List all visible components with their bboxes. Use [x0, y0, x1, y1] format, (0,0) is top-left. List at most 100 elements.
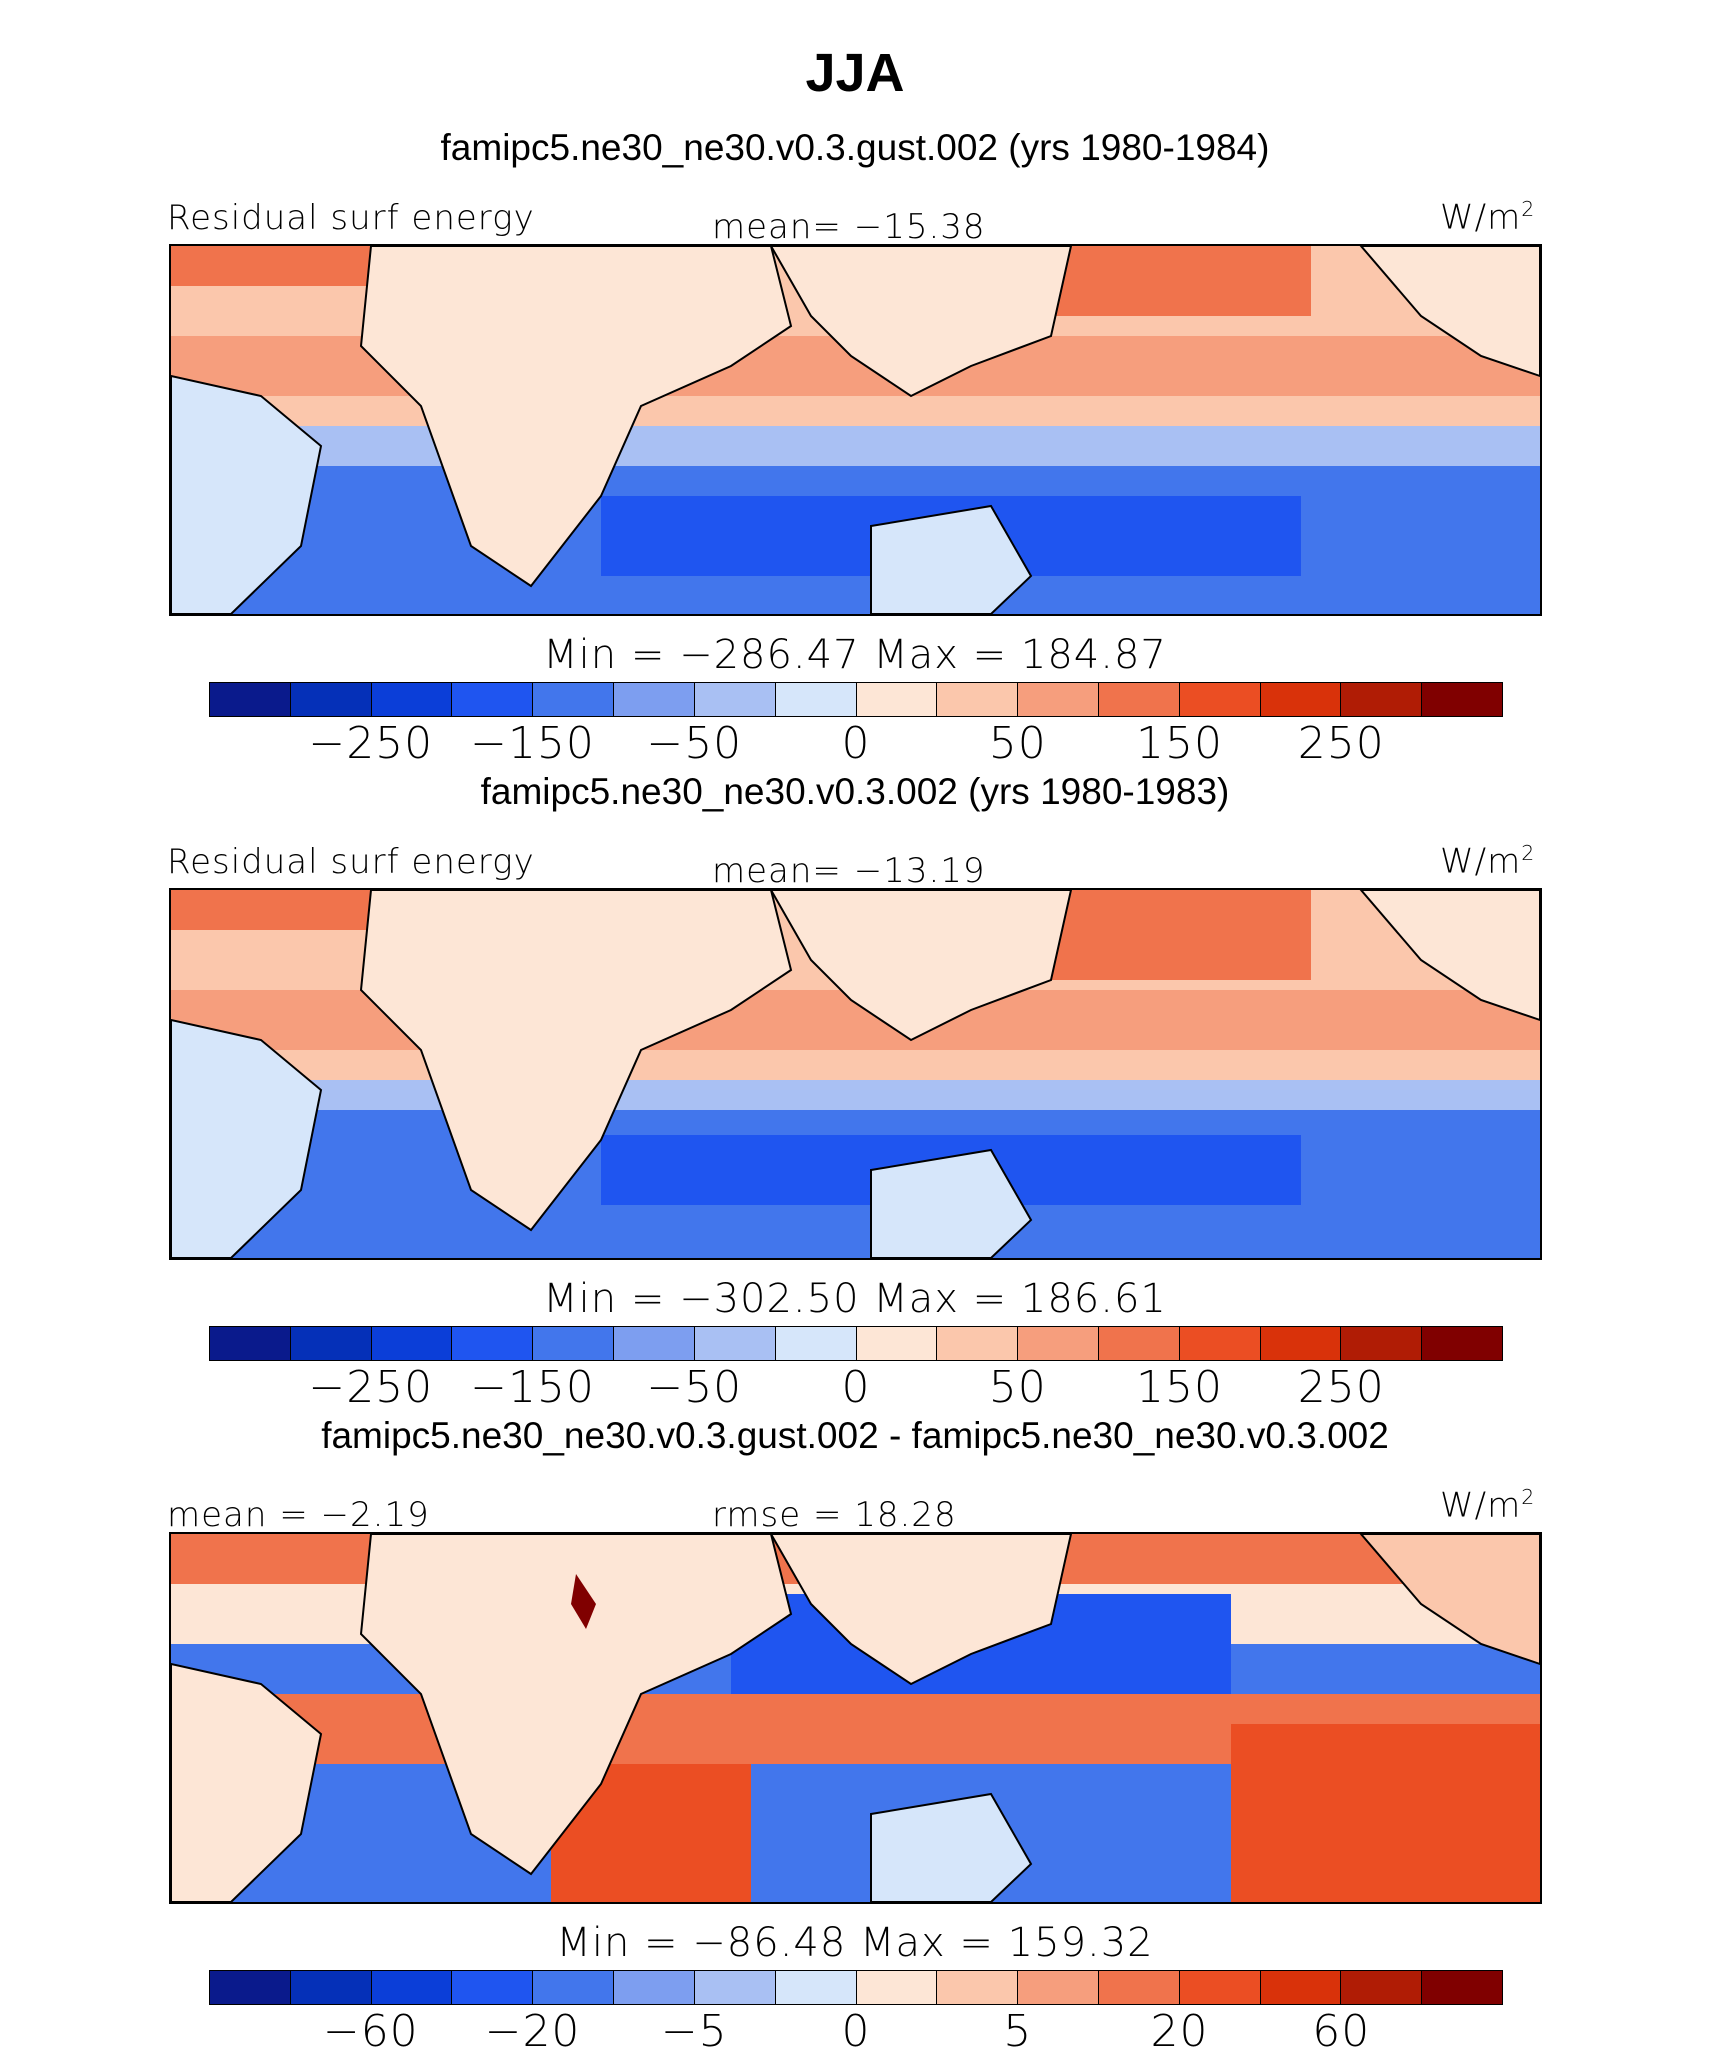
colorbar-tick-label: 150	[1136, 718, 1223, 769]
panel-title: famipc5.ne30_ne30.v0.3.gust.002 (yrs 198…	[440, 127, 1270, 168]
colorbar-swatch	[210, 1971, 291, 2004]
colorbar-swatch	[533, 683, 615, 716]
colorbar-tick-label: −20	[484, 2006, 581, 2057]
colorbar-tick-label: 250	[1297, 1362, 1385, 1413]
units-label: W/m2	[1440, 1485, 1536, 1526]
colorbar-tick-label: 20	[1150, 2006, 1209, 2057]
map-panel-2	[169, 888, 1542, 1260]
colorbar-swatch	[937, 1327, 1019, 1360]
panel-left-label: mean = −2.19	[167, 1495, 430, 1535]
colorbar-1	[209, 682, 1503, 717]
land-asia	[769, 246, 1073, 398]
colorbar-tick-label: −150	[470, 718, 595, 769]
colorbar-swatch	[937, 1971, 1019, 2004]
panel-title: famipc5.ne30_ne30.v0.3.002 (yrs 1980-198…	[480, 771, 1230, 812]
colorbar-swatch	[371, 683, 453, 716]
colorbar-swatch	[1098, 1327, 1180, 1360]
units-label: W/m2	[1440, 841, 1536, 882]
colorbar-swatch	[614, 683, 695, 716]
colorbar-tick-label: −5	[660, 2006, 728, 2057]
colorbar-swatch	[775, 683, 857, 716]
colorbar-swatch	[290, 683, 372, 716]
panel-mean-label: mean= −13.19	[712, 851, 986, 891]
colorbar-3	[209, 1970, 1503, 2005]
main-title: JJA	[805, 43, 905, 103]
colorbar-swatch	[371, 1971, 453, 2004]
colorbar-tick-label: 0	[841, 2006, 871, 2057]
land-australia	[870, 1148, 1033, 1258]
colorbar-swatch	[694, 1327, 776, 1360]
panel-left-label: Residual surf energy	[167, 842, 535, 882]
colorbar-swatch	[1422, 1971, 1502, 2004]
diff-patch-pacific	[1231, 1724, 1540, 1902]
colorbar-swatch	[1098, 1971, 1180, 2004]
colorbar-2	[209, 1326, 1503, 1361]
colorbar-swatch	[1018, 1971, 1099, 2004]
colorbar-swatch	[694, 1971, 776, 2004]
land-north-america	[1359, 1534, 1540, 1666]
minmax-label: Min = −286.47 Max = 184.87	[543, 632, 1167, 678]
colorbar-swatch	[290, 1327, 372, 1360]
colorbar-swatch	[856, 1971, 938, 2004]
panel-mean-label: mean= −15.38	[712, 207, 986, 247]
diff-patch-red-sea	[571, 1574, 596, 1629]
colorbar-tick-label: 250	[1297, 718, 1385, 769]
ocean-band-south-1	[171, 426, 1540, 466]
land-africa-eurasia	[359, 246, 793, 588]
panel-title: famipc5.ne30_ne30.v0.3.gust.002 - famipc…	[321, 1415, 1389, 1456]
ocean-patch-atlantic	[171, 246, 381, 286]
colorbar-swatch	[1179, 1971, 1261, 2004]
colorbar-tick-label: −50	[646, 718, 743, 769]
colorbar-tick-label: −60	[322, 2006, 419, 2057]
land-australia	[870, 1792, 1033, 1902]
ocean-patch-atlantic	[171, 890, 391, 930]
map-panel-1	[169, 244, 1542, 616]
colorbar-swatch	[1260, 683, 1342, 716]
panel-left-label: Residual surf energy	[167, 198, 535, 238]
colorbar-swatch	[210, 1327, 291, 1360]
land-north-america	[1359, 890, 1540, 1022]
colorbar-swatch	[210, 683, 291, 716]
colorbar-tick-label: 0	[841, 718, 871, 769]
colorbar-swatch	[452, 683, 534, 716]
colorbar-swatch	[1341, 1327, 1423, 1360]
colorbar-swatch	[1179, 683, 1261, 716]
colorbar-tick-label: 5	[1003, 2006, 1033, 2057]
map-panel-3	[169, 1532, 1542, 1904]
colorbar-swatch	[856, 683, 938, 716]
colorbar-swatch	[533, 1971, 615, 2004]
ocean-band-eq	[171, 1050, 1540, 1080]
colorbar-swatch	[775, 1327, 857, 1360]
colorbar-tick-label: 50	[988, 1362, 1047, 1413]
colorbar-swatch	[1260, 1327, 1342, 1360]
colorbar-tick-label: 0	[841, 1362, 871, 1413]
colorbar-tick-label: −150	[470, 1362, 595, 1413]
ocean-band-eq	[171, 396, 1540, 426]
land-asia	[769, 890, 1073, 1042]
land-africa-eurasia	[359, 890, 793, 1232]
colorbar-swatch	[1341, 683, 1423, 716]
colorbar-swatch	[290, 1971, 372, 2004]
colorbar-tick-label: 60	[1312, 2006, 1371, 2057]
colorbar-swatch	[614, 1327, 695, 1360]
land-africa-eurasia	[359, 1534, 793, 1876]
colorbar-swatch	[856, 1327, 938, 1360]
colorbar-swatch	[533, 1327, 615, 1360]
units-label: W/m2	[1440, 197, 1536, 238]
colorbar-swatch	[614, 1971, 695, 2004]
colorbar-swatch	[1179, 1327, 1261, 1360]
colorbar-tick-label: 50	[988, 718, 1047, 769]
colorbar-swatch	[371, 1327, 453, 1360]
colorbar-swatch	[1018, 683, 1099, 716]
land-north-america	[1359, 246, 1540, 378]
land-australia	[870, 504, 1033, 614]
colorbar-swatch	[452, 1327, 534, 1360]
minmax-label: Min = −86.48 Max = 159.32	[556, 1920, 1154, 1966]
colorbar-swatch	[775, 1971, 857, 2004]
panel-rmse-label: rmse = 18.28	[712, 1495, 957, 1535]
colorbar-tick-label: −250	[308, 1362, 434, 1413]
land-south-america	[171, 1018, 323, 1258]
colorbar-tick-label: −250	[308, 718, 434, 769]
colorbar-swatch	[1422, 683, 1502, 716]
colorbar-tick-label: −50	[646, 1362, 743, 1413]
